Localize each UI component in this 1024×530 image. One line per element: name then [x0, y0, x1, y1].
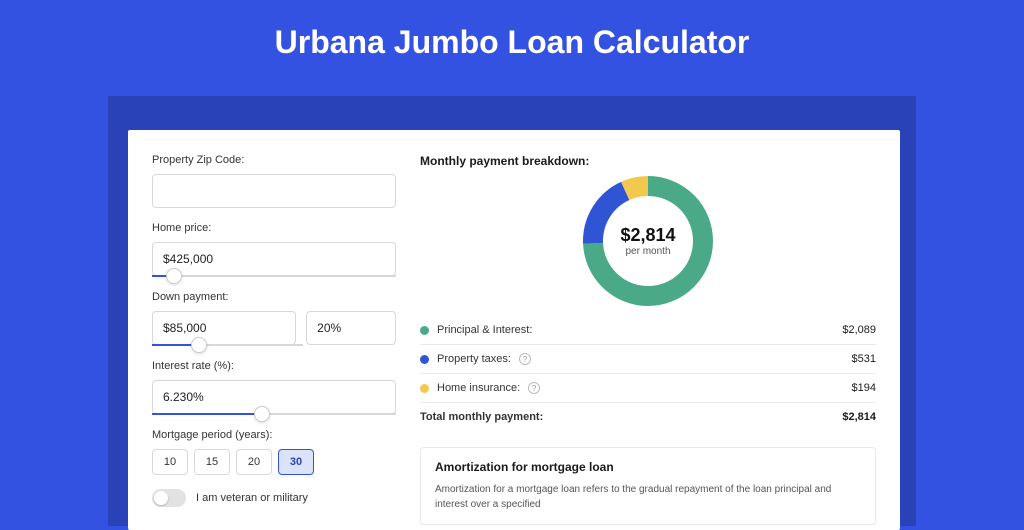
breakdown-list: Principal & Interest: $2,089 Property taxe…: [420, 316, 876, 431]
breakdown-row: Principal & Interest: $2,089: [420, 316, 876, 344]
home-price-input[interactable]: [152, 242, 396, 276]
donut-sublabel: per month: [625, 246, 670, 257]
breakdown-section: Monthly payment breakdown: $2,814 per mo…: [420, 154, 876, 431]
breakdown-row: Property taxes:? $531: [420, 345, 876, 373]
home-price-slider[interactable]: [152, 275, 396, 277]
interest-group: Interest rate (%):: [152, 360, 396, 415]
breakdown-total-label: Total monthly payment:: [420, 411, 543, 423]
interest-input[interactable]: [152, 380, 396, 414]
donut-total: $2,814: [620, 225, 675, 246]
breakdown-title: Monthly payment breakdown:: [420, 154, 876, 168]
period-group: Mortgage period (years): 10152030: [152, 429, 396, 475]
breakdown-row-left: Home insurance:?: [420, 382, 540, 394]
veteran-toggle[interactable]: [152, 489, 186, 507]
period-button-30[interactable]: 30: [278, 449, 314, 475]
breakdown-row-left: Property taxes:?: [420, 353, 531, 365]
period-row: 10152030: [152, 449, 396, 475]
period-button-15[interactable]: 15: [194, 449, 230, 475]
breakdown-row: Home insurance:? $194: [420, 374, 876, 402]
breakdown-column: Monthly payment breakdown: $2,814 per mo…: [420, 154, 876, 530]
legend-dot: [420, 326, 429, 335]
breakdown-value: $2,089: [842, 324, 876, 336]
legend-dot: [420, 355, 429, 364]
veteran-label: I am veteran or military: [196, 492, 308, 504]
breakdown-value: $194: [852, 382, 876, 394]
donut-chart: $2,814 per month: [583, 176, 713, 306]
legend-dot: [420, 384, 429, 393]
amortization-text: Amortization for a mortgage loan refers …: [435, 482, 861, 512]
zip-label: Property Zip Code:: [152, 154, 396, 166]
info-icon[interactable]: ?: [519, 353, 531, 365]
period-button-20[interactable]: 20: [236, 449, 272, 475]
breakdown-label: Property taxes:: [437, 353, 511, 365]
zip-input[interactable]: [152, 174, 396, 208]
calculator-card: Property Zip Code: Home price: Down paym…: [128, 130, 900, 530]
down-payment-slider[interactable]: [152, 344, 303, 346]
breakdown-total-value: $2,814: [842, 411, 876, 423]
breakdown-label: Home insurance:: [437, 382, 520, 394]
down-payment-pct-input[interactable]: [306, 311, 396, 345]
breakdown-value: $531: [852, 353, 876, 365]
interest-slider[interactable]: [152, 413, 396, 415]
home-price-label: Home price:: [152, 222, 396, 234]
down-payment-label: Down payment:: [152, 291, 396, 303]
interest-slider-fill: [152, 413, 262, 415]
down-payment-group: Down payment:: [152, 291, 396, 346]
breakdown-row-left: Principal & Interest:: [420, 324, 532, 336]
home-price-group: Home price:: [152, 222, 396, 277]
form-column: Property Zip Code: Home price: Down paym…: [152, 154, 396, 530]
interest-slider-thumb[interactable]: [254, 406, 270, 422]
down-payment-row: [152, 311, 396, 345]
period-button-10[interactable]: 10: [152, 449, 188, 475]
donut-chart-wrap: $2,814 per month: [420, 172, 876, 316]
interest-label: Interest rate (%):: [152, 360, 396, 372]
home-price-slider-thumb[interactable]: [166, 268, 182, 284]
info-icon[interactable]: ?: [528, 382, 540, 394]
veteran-toggle-knob: [154, 491, 168, 505]
zip-field-group: Property Zip Code:: [152, 154, 396, 208]
period-label: Mortgage period (years):: [152, 429, 396, 441]
breakdown-label: Principal & Interest:: [437, 324, 532, 336]
page-title: Urbana Jumbo Loan Calculator: [0, 0, 1024, 77]
veteran-toggle-row: I am veteran or military: [152, 489, 396, 507]
amortization-title: Amortization for mortgage loan: [435, 460, 861, 474]
breakdown-total-row: Total monthly payment: $2,814: [420, 403, 876, 431]
down-payment-slider-thumb[interactable]: [191, 337, 207, 353]
down-payment-input[interactable]: [152, 311, 296, 345]
donut-center: $2,814 per month: [583, 176, 713, 306]
amortization-box: Amortization for mortgage loan Amortizat…: [420, 447, 876, 525]
